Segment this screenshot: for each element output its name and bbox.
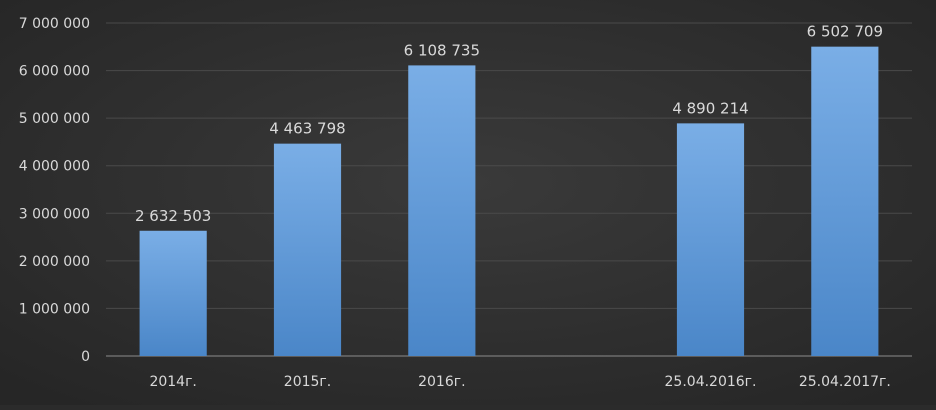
data-label: 4 890 214	[672, 99, 748, 117]
bar	[273, 143, 342, 356]
x-tick-label: 25.04.2017г.	[799, 374, 891, 390]
data-label: 6 502 709	[807, 23, 883, 41]
data-label: 6 108 735	[404, 41, 480, 59]
x-tick-label: 2015г.	[284, 374, 331, 390]
y-tick-label: 4 000 000	[19, 159, 90, 175]
y-tick-label: 1 000 000	[19, 301, 90, 317]
y-tick-label: 3 000 000	[19, 206, 90, 222]
y-tick-label: 6 000 000	[19, 64, 90, 80]
data-label: 2 632 503	[135, 207, 211, 225]
data-label: 4 463 798	[269, 120, 345, 138]
bar	[811, 46, 879, 356]
bar	[676, 123, 745, 356]
y-tick-label: 0	[81, 349, 90, 365]
x-tick-label: 2014г.	[149, 374, 196, 390]
x-tick-label: 2016г.	[418, 374, 465, 390]
y-tick-label: 5 000 000	[19, 111, 90, 127]
y-tick-label: 7 000 000	[19, 16, 90, 32]
bar	[139, 230, 207, 356]
bar	[408, 65, 476, 357]
y-tick-label: 2 000 000	[19, 254, 90, 270]
x-tick-label: 25.04.2016г.	[665, 374, 757, 390]
